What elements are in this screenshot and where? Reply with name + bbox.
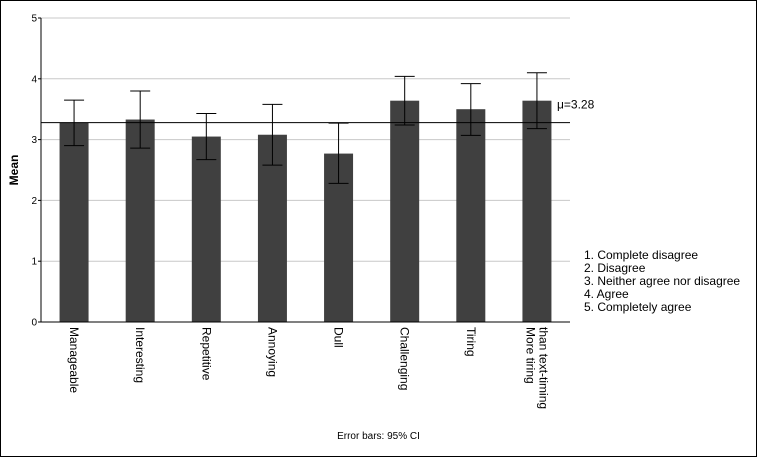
x-tick-label-line: Annoying bbox=[265, 327, 279, 377]
error-bars-note: Error bars: 95% CI bbox=[337, 431, 420, 442]
bar bbox=[125, 119, 155, 322]
x-tick-label-line: More tiring bbox=[523, 327, 537, 384]
x-tick-label: Tiring bbox=[464, 327, 478, 357]
legend-item: 4. Agree bbox=[584, 287, 629, 301]
bar bbox=[522, 100, 552, 322]
x-category-labels: Manageable Interesting Repetitive Annoying D… bbox=[67, 327, 550, 409]
x-tick-label: Interesting bbox=[133, 327, 147, 383]
bar bbox=[59, 122, 89, 323]
x-tick-label: Repetitive bbox=[199, 327, 213, 381]
bar bbox=[456, 109, 486, 322]
y-tick-label: 2 bbox=[31, 196, 37, 207]
y-tick-label: 1 bbox=[31, 257, 37, 268]
x-tick-label: Challenging bbox=[398, 327, 412, 390]
x-tick-label: Manageable bbox=[67, 327, 81, 393]
y-tick-label: 0 bbox=[31, 318, 37, 329]
y-tick-label: 5 bbox=[31, 14, 37, 25]
y-axis-label: Mean bbox=[7, 155, 21, 186]
x-tick-label-line: Interesting bbox=[133, 327, 147, 383]
bar bbox=[390, 100, 420, 322]
grid-lines bbox=[41, 17, 570, 262]
x-tick-label-line: Tiring bbox=[464, 327, 478, 357]
bars bbox=[59, 100, 552, 323]
scale-legend: 1. Complete disagree 2. Disagree 3. Neit… bbox=[584, 249, 740, 314]
x-tick-label-line: than text-timing bbox=[536, 327, 550, 409]
reference-line-label: μ=3.28 bbox=[557, 98, 595, 112]
y-tick-labels: 0 1 2 3 4 5 bbox=[31, 14, 37, 329]
axes bbox=[38, 17, 570, 323]
legend-item: 5. Completely agree bbox=[584, 300, 692, 314]
x-tick-label: Dull bbox=[332, 327, 346, 348]
x-tick-label-line: Dull bbox=[332, 327, 346, 348]
legend-item: 3. Neither agree nor disagree bbox=[584, 274, 741, 288]
legend-item: 2. Disagree bbox=[584, 261, 646, 275]
y-tick-label: 4 bbox=[31, 74, 37, 85]
error-bars bbox=[64, 72, 547, 184]
y-tick-label: 3 bbox=[31, 135, 37, 146]
x-tick-label-line: Manageable bbox=[67, 327, 81, 393]
reference-line-group: μ=3.28 bbox=[41, 98, 595, 124]
x-tick-label-line: Challenging bbox=[398, 327, 412, 390]
bar bbox=[257, 134, 287, 322]
x-tick-label: Annoying bbox=[265, 327, 279, 377]
legend-item: 1. Complete disagree bbox=[584, 248, 699, 262]
x-tick-label-line: Repetitive bbox=[199, 327, 213, 381]
x-tick-label: More tiring than text-timing bbox=[523, 327, 550, 409]
bar bbox=[191, 136, 221, 322]
